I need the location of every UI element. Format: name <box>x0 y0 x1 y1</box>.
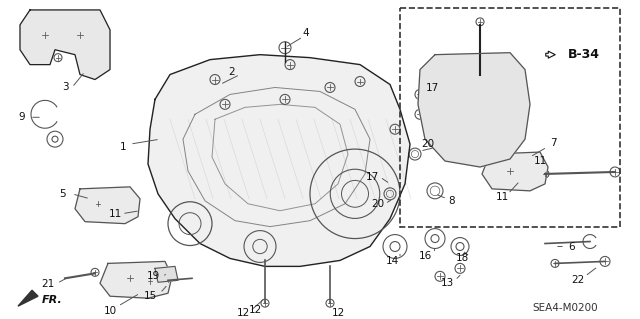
Polygon shape <box>100 261 172 298</box>
Text: FR.: FR. <box>42 295 63 305</box>
Text: 12: 12 <box>332 308 344 318</box>
Text: 10: 10 <box>104 306 116 316</box>
Text: 18: 18 <box>456 253 468 263</box>
Text: 11: 11 <box>533 156 547 166</box>
Bar <box>400 8 620 226</box>
Text: SEA4-M0200: SEA4-M0200 <box>532 303 598 313</box>
Text: 21: 21 <box>42 279 54 289</box>
Text: 8: 8 <box>449 196 455 206</box>
Text: 20: 20 <box>371 199 385 209</box>
Polygon shape <box>148 55 410 266</box>
Text: 13: 13 <box>440 278 454 288</box>
Text: 17: 17 <box>365 172 379 182</box>
Text: 16: 16 <box>419 251 431 262</box>
Text: 17: 17 <box>426 84 438 93</box>
Text: 5: 5 <box>59 189 65 199</box>
Polygon shape <box>155 266 178 282</box>
Text: 9: 9 <box>19 112 26 122</box>
Text: 12: 12 <box>236 308 250 318</box>
Text: 22: 22 <box>572 275 584 285</box>
Polygon shape <box>482 152 548 191</box>
Polygon shape <box>418 53 530 167</box>
Text: 11: 11 <box>108 209 122 219</box>
Text: B-34: B-34 <box>568 48 600 61</box>
Text: 1: 1 <box>120 142 126 152</box>
Text: 14: 14 <box>385 256 399 266</box>
Text: 11: 11 <box>495 192 509 202</box>
Polygon shape <box>18 290 38 306</box>
Text: 4: 4 <box>303 28 309 38</box>
Text: 12: 12 <box>248 305 262 315</box>
Text: 7: 7 <box>550 138 556 148</box>
Text: 2: 2 <box>228 67 236 77</box>
Text: 3: 3 <box>61 83 68 93</box>
Text: 20: 20 <box>421 139 435 149</box>
Text: 19: 19 <box>147 271 159 281</box>
Polygon shape <box>75 187 140 224</box>
Text: 6: 6 <box>569 241 575 251</box>
Text: 15: 15 <box>143 291 157 301</box>
Polygon shape <box>20 10 110 79</box>
